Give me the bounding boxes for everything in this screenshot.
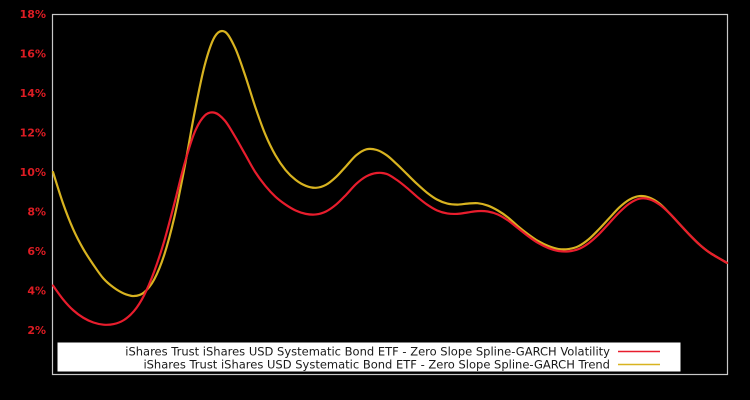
y-axis-tick-16: 16% xyxy=(20,48,46,61)
y-axis-tick-8: 8% xyxy=(27,206,46,219)
y-axis-tick-6: 6% xyxy=(27,245,46,258)
series-line-volatility xyxy=(51,111,729,326)
legend-label-volatility: iShares Trust iShares USD Systematic Bon… xyxy=(125,345,610,359)
legend-label-trend: iShares Trust iShares USD Systematic Bon… xyxy=(143,358,610,372)
y-axis-tick-labels: 18% 16% 14% 12% 10% 8% 6% 4% 2% xyxy=(20,8,46,337)
series-lines xyxy=(51,29,729,326)
legend-background xyxy=(57,342,681,372)
y-axis-tick-14: 14% xyxy=(20,87,46,100)
y-axis-tick-12: 12% xyxy=(20,127,46,140)
y-axis-tick-2: 2% xyxy=(27,324,46,337)
chart-legend[interactable]: iShares Trust iShares USD Systematic Bon… xyxy=(57,342,681,372)
y-axis-tick-18: 18% xyxy=(20,8,46,21)
plot-area-border xyxy=(51,13,729,376)
y-axis-tick-4: 4% xyxy=(27,285,46,298)
y-axis-tick-10: 10% xyxy=(20,166,46,179)
series-line-trend xyxy=(51,29,729,298)
